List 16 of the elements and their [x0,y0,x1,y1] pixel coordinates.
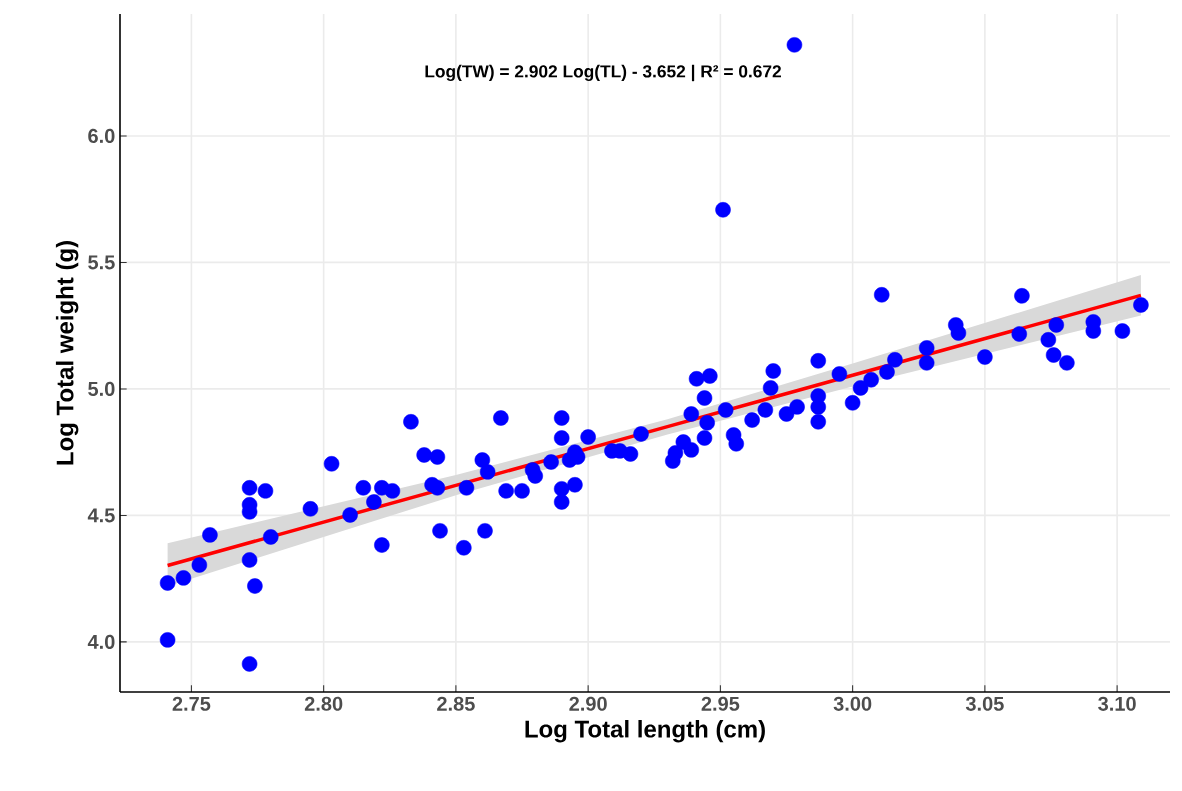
x-tick-label: 3.00 [833,696,872,711]
y-tick-label: 4.0 [87,634,115,649]
x-tick-label: 3.05 [965,696,1004,711]
x-tick-label: 2.90 [569,696,607,711]
y-tick-label: 6.0 [88,128,115,143]
y-axis-title: Log Total weight (g) [55,241,79,465]
x-tick-label: 2.85 [437,696,475,711]
x-tick-label: 2.75 [172,696,211,711]
y-tick-label: 5.0 [88,381,115,396]
x-tick-label: 3.10 [1098,696,1136,711]
y-tick-label: 4.5 [87,508,115,523]
annotation: Log(TW) = 2.902 Log(TL) - 3.652 | R² = 0.672 [425,64,781,82]
y-tick-label: 5.5 [88,255,115,270]
x-tick-label: 2.95 [701,696,740,711]
x-tick-label: 2.80 [304,696,343,711]
x-axis-title: Log Total length (cm) [525,720,765,743]
